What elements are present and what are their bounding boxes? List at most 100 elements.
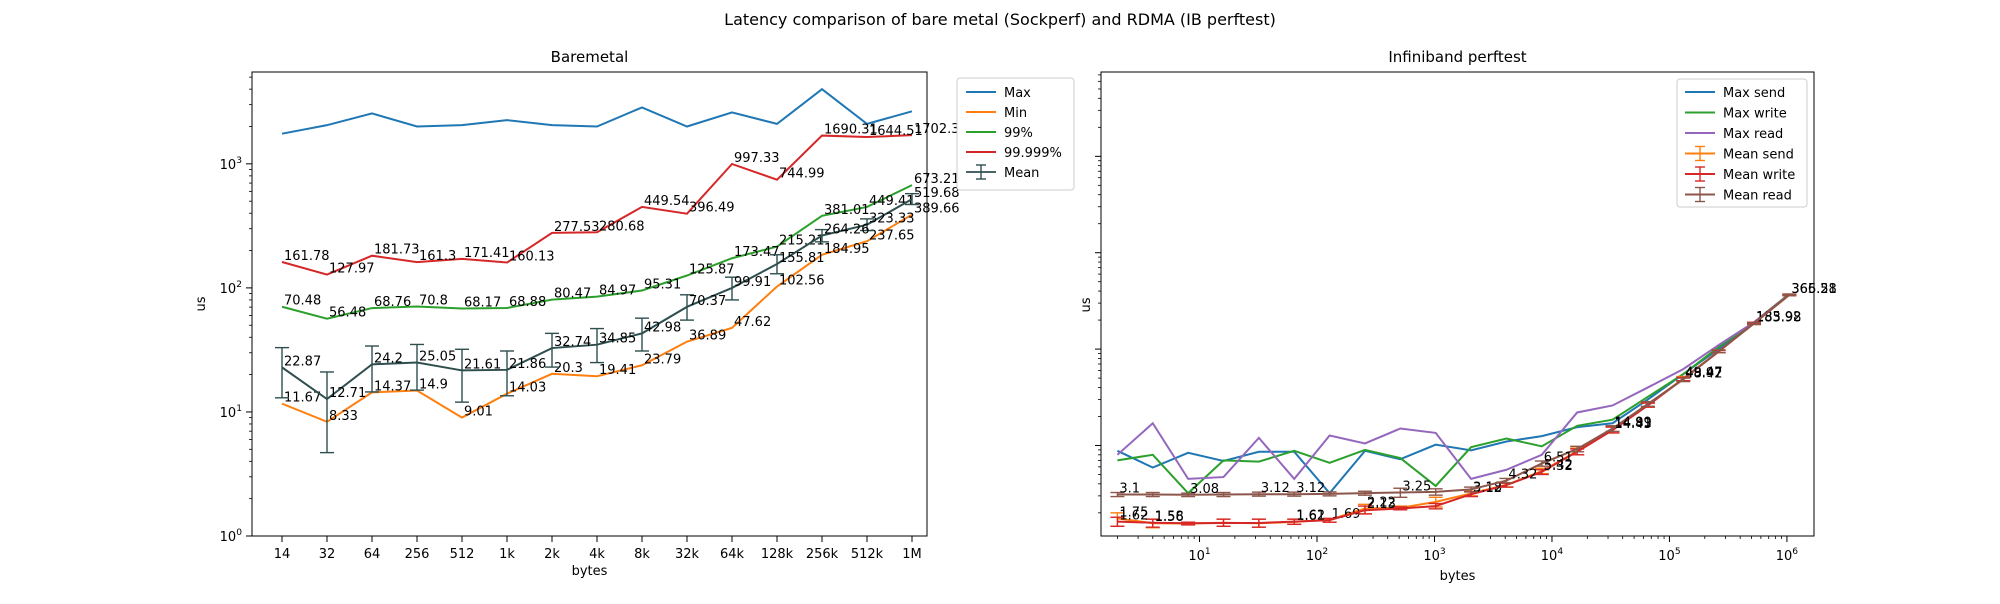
chart-title: Baremetal — [551, 48, 629, 66]
data-label: 20.3 — [554, 361, 583, 376]
legend-label: 99.999% — [1004, 146, 1062, 161]
data-label: 3.08 — [1190, 482, 1219, 497]
data-label: 381.01 — [824, 203, 870, 218]
data-label: 47.62 — [734, 315, 771, 330]
x-tick-label: 256k — [806, 547, 839, 562]
x-tick-label: 104 — [1541, 547, 1564, 564]
x-tick-label: 256 — [405, 547, 430, 562]
data-label: 997.33 — [734, 151, 780, 166]
series-line-min — [281, 213, 913, 423]
legend: Max send Max write Max read Mean send Mean w… — [1676, 78, 1808, 208]
plot-frame — [1100, 71, 1815, 537]
legend-label: Max write — [1723, 107, 1787, 122]
data-label: 2.22 — [1367, 495, 1396, 510]
plot-frame — [251, 71, 928, 537]
data-label: 2.13 — [1367, 497, 1396, 512]
x-tick-label: 512k — [851, 547, 884, 562]
data-label: 396.49 — [689, 201, 735, 216]
data-label: 70.8 — [419, 293, 448, 308]
data-label: 161.3 — [419, 249, 456, 264]
data-label: 14.03 — [509, 381, 546, 396]
y-tick-label: 100 — [220, 528, 243, 545]
x-axis-label: bytes — [572, 564, 608, 579]
data-label: 173.47 — [734, 245, 780, 260]
data-label: 389.66 — [914, 202, 960, 217]
legend: Max Min 99% 99.999% Mean — [956, 77, 1075, 191]
data-label: 8.33 — [329, 409, 358, 424]
data-label: 127.97 — [329, 262, 375, 277]
data-label: 744.99 — [779, 167, 825, 182]
legend-frame — [956, 77, 1075, 191]
legend-label: Mean — [1004, 166, 1039, 181]
data-label: 99.91 — [734, 275, 771, 290]
legend-label: Max — [1004, 86, 1031, 101]
series-line-max-write — [1117, 292, 1790, 495]
data-label: 1.75 — [1119, 505, 1148, 520]
data-label: 1.62 — [1119, 509, 1148, 524]
data-label: 181.73 — [374, 243, 420, 258]
data-label: 19.41 — [599, 363, 636, 378]
x-axis-label: bytes — [1440, 569, 1476, 584]
x-tick-label: 2k — [544, 547, 560, 562]
data-label: 68.17 — [464, 296, 501, 311]
data-label: 1.58 — [1155, 510, 1184, 525]
data-label: 5.32 — [1544, 459, 1573, 474]
x-tick-label: 102 — [1306, 547, 1328, 564]
data-label: 9.01 — [464, 405, 493, 420]
data-label: 183.98 — [1756, 311, 1802, 326]
series-line-max-send — [1116, 293, 1790, 495]
x-tick-label: 8k — [634, 547, 650, 562]
legend-label: Mean write — [1723, 168, 1795, 183]
data-label: 21.86 — [509, 357, 546, 372]
data-label: 160.13 — [509, 250, 555, 265]
data-label: 1.56 — [1155, 510, 1184, 525]
y-axis-label: us — [1079, 297, 1094, 312]
data-label: 22.87 — [284, 354, 321, 369]
series-line-mean — [281, 198, 913, 401]
data-label: 5.42 — [1544, 458, 1573, 473]
data-label: 519.68 — [914, 186, 960, 201]
data-label: 449.54 — [644, 194, 690, 209]
data-label: 36.89 — [689, 329, 726, 344]
data-label: 264.26 — [824, 223, 870, 238]
data-label: 102.56 — [779, 274, 825, 289]
data-label: 11.67 — [284, 391, 321, 406]
x-tick-label: 512 — [450, 547, 475, 562]
series-line-99% — [281, 184, 913, 320]
x-tick-label: 64k — [720, 547, 745, 562]
data-label: 3.12 — [1261, 481, 1290, 496]
y-tick-label: 103 — [220, 156, 243, 173]
data-label: 80.47 — [554, 287, 591, 302]
data-label: 215.21 — [779, 234, 825, 249]
x-tick-label: 14 — [274, 547, 291, 562]
x-tick-label: 101 — [1188, 547, 1210, 564]
figure-title: Latency comparison of bare metal (Sockpe… — [724, 10, 1276, 29]
data-label: 95.31 — [644, 277, 681, 292]
data-label: 1.69 — [1332, 507, 1361, 522]
x-tick-label: 128k — [761, 547, 794, 562]
legend-label: Min — [1004, 106, 1027, 121]
data-label: 1.62 — [1296, 509, 1325, 524]
data-label: 68.88 — [509, 295, 546, 310]
data-label: 171.41 — [464, 246, 510, 261]
legend-label: Max send — [1723, 86, 1785, 101]
data-label: 3.25 — [1402, 480, 1431, 495]
data-label: 673.21 — [914, 172, 960, 187]
data-label: 237.65 — [869, 228, 915, 243]
series-line-99.999% — [281, 134, 913, 276]
data-label: 34.85 — [599, 332, 636, 347]
data-label: 155.81 — [779, 251, 825, 266]
x-tick-label: 4k — [589, 547, 605, 562]
data-label: 6.51 — [1544, 450, 1573, 465]
data-label: 42.98 — [644, 320, 681, 335]
data-label: 280.68 — [599, 219, 645, 234]
x-tick-label: 32 — [319, 547, 336, 562]
data-label: 70.37 — [689, 294, 726, 309]
data-label: 3.12 — [1296, 481, 1325, 496]
x-tick-label: 1M — [902, 547, 922, 562]
series-line-max — [281, 87, 913, 135]
data-label: 70.48 — [284, 294, 321, 309]
